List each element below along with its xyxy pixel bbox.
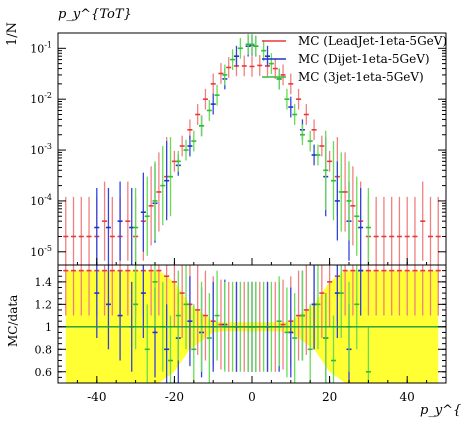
x-tick-label-3: 20 (322, 390, 337, 404)
chart-title: p_y^{ToT} (58, 7, 132, 22)
legend-label-3jet: MC (3jet-1eta-5GeV) (298, 70, 424, 84)
legend-label-leadjet: MC (LeadJet-1eta-5GeV) (298, 34, 447, 48)
x-tick-label-4: 40 (400, 390, 415, 404)
y-tick-label-bottom-4: 1.4 (35, 276, 53, 289)
legend: MC (LeadJet-1eta-5GeV) MC (Dijet-1eta-5G… (262, 34, 447, 84)
y-axis-label-top: 1/N (5, 22, 20, 46)
ratio-panel-marks (63, 265, 441, 383)
y-axis-label-bottom: MC/data (6, 295, 20, 347)
legend-label-dijet: MC (Dijet-1eta-5GeV) (298, 52, 430, 66)
y-tick-label-bottom-1: 0.8 (35, 343, 53, 356)
x-tick-label-1: -20 (165, 390, 184, 404)
main-panel-marks (63, 33, 441, 265)
x-tick-label-0: -40 (87, 390, 106, 404)
x-axis-label: p_y^{ToT} (420, 403, 461, 418)
y-tick-label-bottom-2: 1 (45, 321, 52, 334)
y-tick-label-bottom-3: 1.2 (35, 298, 53, 311)
y-tick-label-bottom-0: 0.6 (35, 366, 53, 379)
x-tick-label-2: 0 (248, 390, 256, 404)
axis-ticks: -40 -20 0 20 4010-510-410-310-210-10.60.811.… (30, 32, 447, 404)
